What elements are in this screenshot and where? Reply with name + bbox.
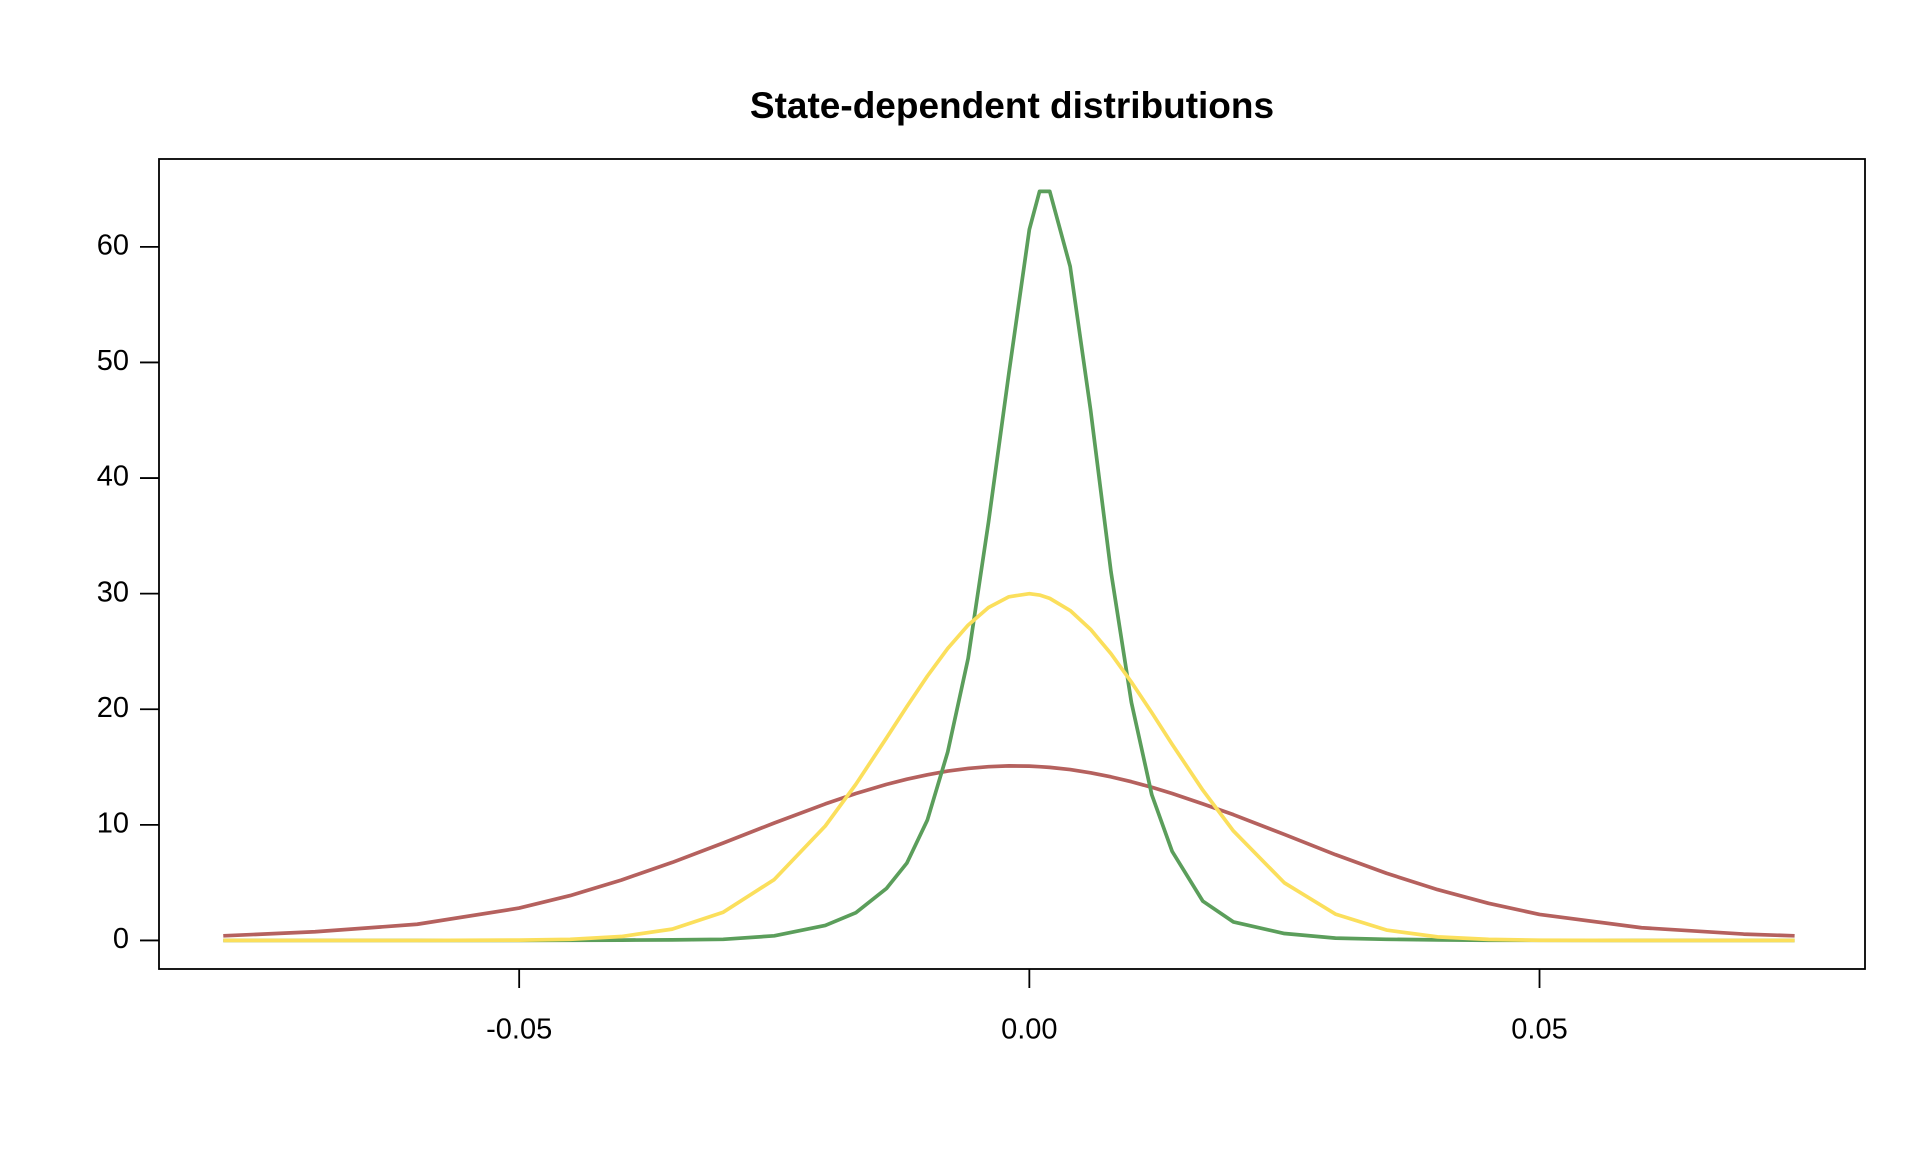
series-line: [223, 764, 1795, 938]
y-tick-label: 40: [97, 461, 129, 493]
x-tick-label: 0.05: [1511, 1014, 1567, 1046]
series-line: [223, 591, 1795, 943]
y-tick-label: 60: [97, 230, 129, 262]
y-tick-label: 30: [97, 576, 129, 608]
y-tick-label: 0: [113, 923, 129, 955]
plot-box: [158, 158, 1866, 970]
x-tick-label: -0.05: [486, 1014, 552, 1046]
y-tick-label: 10: [97, 808, 129, 840]
series-line: [223, 189, 1795, 943]
y-tick-label: 50: [97, 345, 129, 377]
x-tick-label: 0.00: [1001, 1014, 1057, 1046]
chart-title: State-dependent distributions: [750, 85, 1274, 126]
y-tick-label: 20: [97, 692, 129, 724]
